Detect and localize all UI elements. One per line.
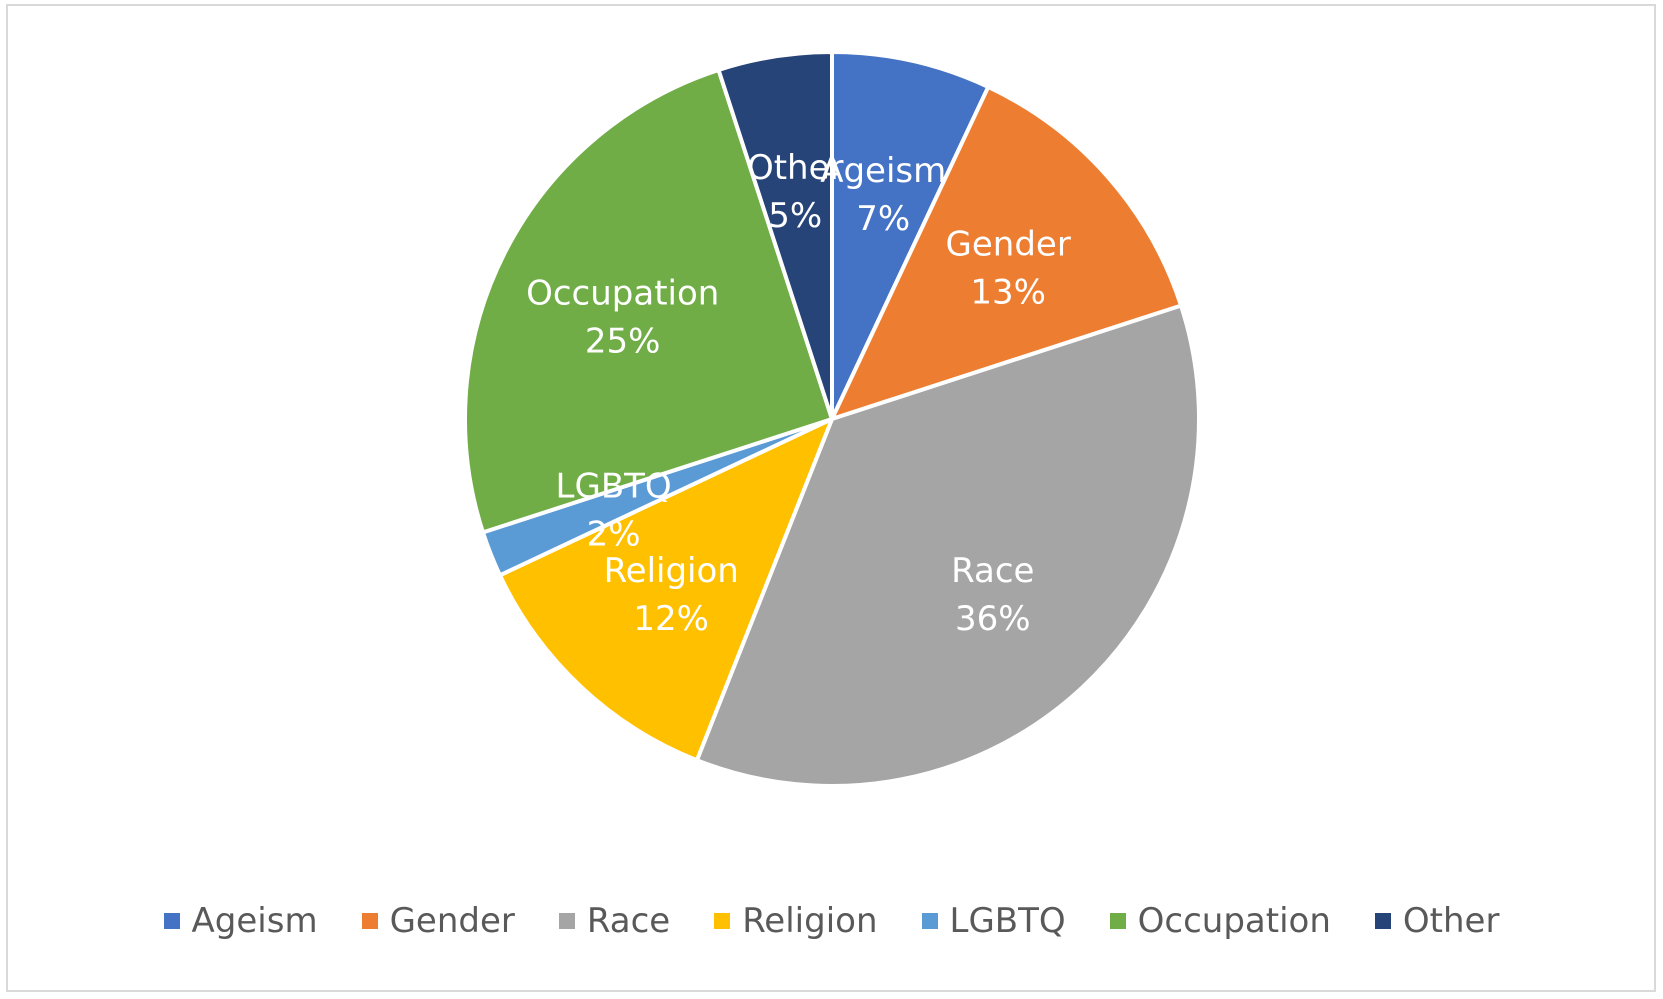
data-label-value: 12% xyxy=(633,599,709,639)
legend-item-gender: Gender xyxy=(361,901,515,941)
data-label-religion: Religion 12% xyxy=(604,551,739,639)
data-label-value: 25% xyxy=(585,321,661,361)
data-label-value: 7% xyxy=(856,199,910,239)
data-label-name: Religion xyxy=(604,551,739,591)
legend-swatch xyxy=(163,913,180,929)
pie-slice-gender xyxy=(830,84,1184,421)
legend-label: LGBTQ xyxy=(949,901,1066,941)
data-label-gender: Gender 13% xyxy=(946,225,1071,313)
data-label-name: LGBTQ xyxy=(556,466,672,506)
pie-slice-ageism xyxy=(830,50,991,421)
data-label-value: 5% xyxy=(768,196,822,236)
data-label-race: Race 36% xyxy=(951,551,1034,639)
data-label-ageism: Ageism 7% xyxy=(820,151,946,239)
data-label-lgbtq: LGBTQ 2% xyxy=(556,466,672,554)
pie-slices xyxy=(463,50,1201,788)
pie-slice-religion xyxy=(497,417,834,763)
legend-label: Gender xyxy=(389,901,515,941)
legend-label: Other xyxy=(1402,901,1500,941)
pie-slice-other xyxy=(716,50,834,421)
pie-slice-race xyxy=(694,303,1201,788)
legend-swatch xyxy=(558,913,575,929)
legend-label: Religion xyxy=(742,901,878,941)
legend-label: Occupation xyxy=(1137,901,1331,941)
legend: Ageism Gender Race Religion LGBTQ Occupation O… xyxy=(0,896,1663,946)
data-label-name: Other xyxy=(747,148,844,188)
data-label-name: Occupation xyxy=(526,273,719,313)
legend-swatch xyxy=(1374,913,1391,929)
data-label-value: 36% xyxy=(955,599,1031,639)
data-label-occupation: Occupation 25% xyxy=(526,273,719,361)
legend-label: Race xyxy=(586,901,671,941)
pie-data-labels: Ageism 7% Gender 13% Race 36% Religion 12% LGBTQ… xyxy=(526,148,1071,639)
legend-label: Ageism xyxy=(191,901,318,941)
legend-item-religion: Religion xyxy=(714,901,878,941)
legend-swatch xyxy=(361,913,378,929)
legend-item-other: Other xyxy=(1374,901,1500,941)
legend-swatch xyxy=(714,913,731,929)
data-label-value: 13% xyxy=(970,273,1046,313)
data-label-name: Ageism xyxy=(820,151,946,191)
data-label-name: Gender xyxy=(946,225,1071,265)
legend-swatch xyxy=(1109,913,1126,929)
data-label-other: Other 5% xyxy=(747,148,844,236)
data-label-value: 2% xyxy=(587,514,641,554)
data-label-name: Race xyxy=(951,551,1034,591)
legend-swatch xyxy=(921,913,938,929)
legend-item-race: Race xyxy=(558,901,671,941)
legend-item-ageism: Ageism xyxy=(163,901,318,941)
legend-item-occupation: Occupation xyxy=(1109,901,1331,941)
legend-item-lgbtq: LGBTQ xyxy=(921,901,1066,941)
pie-slice-occupation xyxy=(463,67,834,535)
